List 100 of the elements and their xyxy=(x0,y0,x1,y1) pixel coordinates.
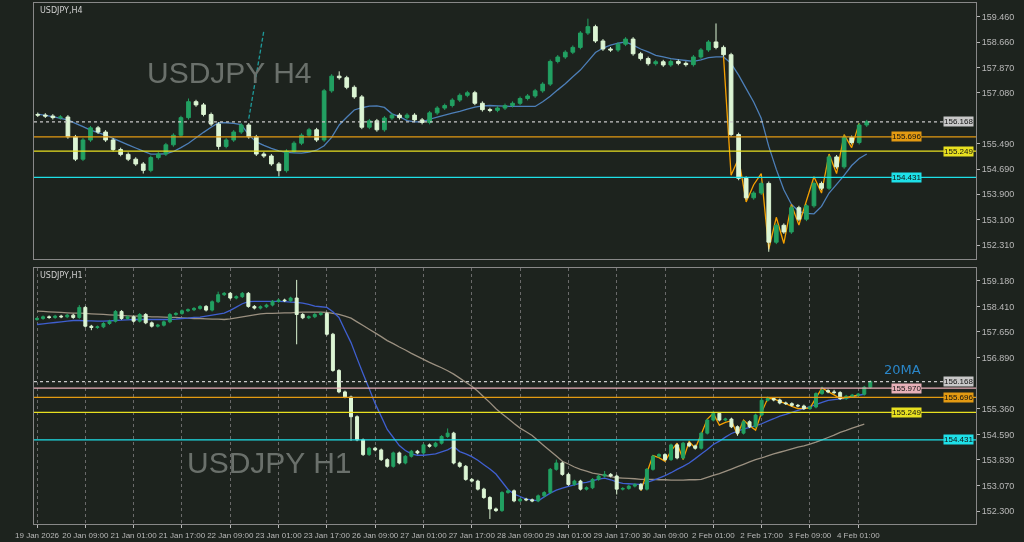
candlestick xyxy=(789,401,794,408)
candlestick xyxy=(155,323,160,329)
candlestick xyxy=(50,113,56,121)
x-tick-label: 27 Jan 17:00 xyxy=(448,530,496,540)
candlestick xyxy=(42,112,48,119)
candlestick xyxy=(47,314,52,320)
candlestick xyxy=(518,497,523,503)
candlestick xyxy=(110,137,116,152)
candlestick xyxy=(560,461,565,477)
candlestick xyxy=(585,18,591,36)
candlestick xyxy=(608,46,613,53)
y-tick-label: 153.100 xyxy=(981,215,1015,225)
candlestick xyxy=(675,59,681,66)
ref-line-label: 156.168 xyxy=(944,117,974,126)
candlestick xyxy=(80,137,86,162)
ref-line-label: 155.970 xyxy=(892,384,922,393)
candlestick xyxy=(412,112,417,123)
y-tick-label: 152.300 xyxy=(981,506,1015,517)
candlestick xyxy=(95,125,101,135)
candlestick xyxy=(343,390,347,399)
candlestick xyxy=(41,314,46,321)
y-tick-label: 158.410 xyxy=(981,301,1015,312)
candlestick xyxy=(781,222,787,235)
candlestick xyxy=(223,137,229,149)
candlestick xyxy=(161,319,166,328)
candlestick xyxy=(53,314,58,320)
ref-line-label: 155.249 xyxy=(892,408,922,417)
candlestick xyxy=(578,479,583,491)
candlestick xyxy=(163,142,169,157)
candlestick xyxy=(269,153,274,167)
line-series xyxy=(37,41,868,215)
candlestick xyxy=(253,134,259,157)
candlestick xyxy=(495,105,500,113)
candlestick xyxy=(198,304,203,311)
candlestick xyxy=(493,507,498,513)
y-tick-label: 152.310 xyxy=(981,240,1015,251)
ref-line-label: 154.431 xyxy=(892,173,922,182)
candlestick xyxy=(600,38,606,52)
candlestick xyxy=(442,103,448,111)
y-tick-label: 158.660 xyxy=(981,37,1015,48)
x-tick-label: 23 Jan 17:00 xyxy=(303,530,351,540)
candlestick xyxy=(524,497,529,502)
candlestick xyxy=(675,443,680,460)
candlestick xyxy=(133,156,139,167)
candlestick xyxy=(391,451,396,469)
candlestick xyxy=(850,393,855,399)
candlestick xyxy=(355,414,360,442)
candlestick xyxy=(481,487,486,500)
candlestick xyxy=(427,443,432,449)
candlestick xyxy=(832,389,837,395)
candlestick xyxy=(193,99,199,108)
x-tick-label: 3 Feb 09:00 xyxy=(788,530,832,540)
y-tick-label: 155.490 xyxy=(981,138,1015,149)
candlestick xyxy=(691,54,696,68)
candlestick xyxy=(693,445,698,451)
candlestick xyxy=(668,59,674,68)
candlestick xyxy=(222,291,227,297)
candlestick xyxy=(699,431,704,451)
candlestick xyxy=(804,203,809,222)
candlestick xyxy=(312,312,317,318)
candlestick xyxy=(351,84,357,100)
candlestick xyxy=(156,151,161,160)
candlestick xyxy=(517,96,523,106)
y-tick-label: 159.460 xyxy=(981,11,1015,22)
candlestick xyxy=(178,115,184,138)
candlestick xyxy=(562,49,568,60)
x-tick-label: 30 Jan 09:00 xyxy=(641,530,689,540)
y-tick-label: 157.080 xyxy=(981,87,1015,98)
candlestick xyxy=(216,121,221,151)
x-tick-label: 23 Jan 01:00 xyxy=(255,530,303,540)
candlestick xyxy=(457,461,462,469)
candlestick xyxy=(566,472,571,487)
candlestick xyxy=(687,441,692,448)
candlestick xyxy=(758,181,764,196)
candlestick xyxy=(747,419,752,429)
candlestick xyxy=(530,498,535,503)
y-tick-label: 159.180 xyxy=(981,275,1015,286)
candlestick xyxy=(457,92,463,103)
candlestick xyxy=(427,110,432,125)
candlestick xyxy=(657,452,661,459)
candlestick xyxy=(506,488,510,495)
candlestick xyxy=(140,161,146,175)
candlestick xyxy=(73,134,78,162)
candlestick xyxy=(389,112,395,121)
candlestick xyxy=(306,127,312,138)
candlestick xyxy=(89,324,94,331)
candlestick xyxy=(751,190,757,201)
candlestick xyxy=(645,56,651,67)
candlestick xyxy=(419,117,425,125)
candlestick xyxy=(282,298,287,303)
candlestick xyxy=(367,446,372,457)
x-tick-label: 28 Jan 09:00 xyxy=(496,530,544,540)
candlestick xyxy=(186,307,190,313)
x-tick-label: 29 Jan 01:00 xyxy=(545,530,593,540)
candlestick xyxy=(449,97,455,108)
candlestick xyxy=(125,314,130,321)
candlestick xyxy=(856,122,862,145)
candlestick xyxy=(71,314,76,320)
candlestick xyxy=(510,100,515,108)
y-tick-label: 157.870 xyxy=(981,62,1015,73)
